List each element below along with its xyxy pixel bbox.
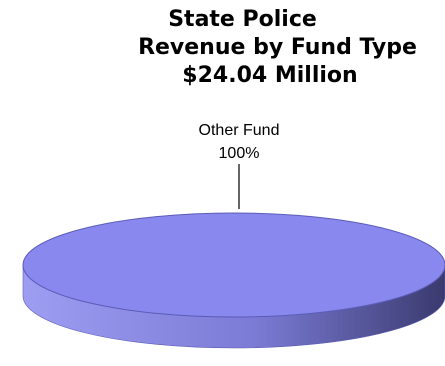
chart-title: State Police Revenue by Fund Type $24.04… (0, 6, 445, 90)
chart-title-line-2: Revenue by Fund Type (138, 35, 417, 60)
slice-percent-other-fund: 100% (219, 145, 260, 162)
pie-slice-other-fund (22, 212, 445, 318)
chart-title-line-3: $24.04 Million (182, 63, 358, 88)
chart-title-line-1: State Police (168, 7, 317, 32)
pie-slice-group (22, 212, 445, 349)
slice-label-other-fund: Other Fund (199, 122, 280, 139)
